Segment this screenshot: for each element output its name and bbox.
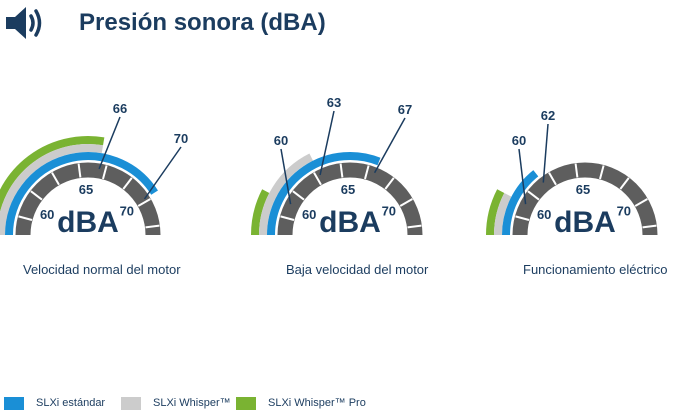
gauge-tick	[102, 165, 108, 180]
gauge-scale-label: 65	[341, 182, 355, 197]
gauge-tick	[599, 165, 605, 180]
gauge-callout-line	[280, 148, 292, 205]
legend-label-whisper: SLXi Whisper™	[153, 397, 231, 409]
gauge-scale-label: 70	[617, 203, 631, 218]
gauge-scale-label: 65	[79, 182, 93, 197]
gauge-track	[512, 162, 658, 236]
gauge-band-standard	[267, 151, 381, 236]
gauge-tick	[292, 190, 305, 201]
legend-item-whisper: SLXi Whisper™	[121, 396, 231, 410]
gauge-tick	[122, 177, 133, 190]
gauge-callout-line	[518, 148, 527, 205]
gauge-tick	[51, 172, 60, 186]
gauge-scale-label: 65	[576, 182, 590, 197]
gauge-scale-label: 60	[40, 207, 54, 222]
gauge-tick	[280, 215, 295, 221]
gauge-tick	[527, 190, 540, 201]
gauge-value-label: 67	[398, 102, 412, 117]
gauge-value-label: 60	[512, 133, 526, 148]
gauge-scale-label: 70	[382, 203, 396, 218]
gauge-callout-line	[542, 123, 549, 183]
gauge-tick	[313, 172, 322, 186]
legend-item-standard: SLXi estándar	[4, 396, 105, 410]
gauge-label-low: Baja velocidad del motor	[286, 262, 429, 277]
gauge-tick	[364, 165, 370, 180]
gauge-band-standard	[5, 152, 158, 236]
gauge-callout-line	[143, 146, 182, 200]
gauge-tick	[515, 215, 530, 221]
gauge-band-whisper	[493, 192, 512, 236]
gauge-callout-line	[373, 117, 406, 174]
gauge-scale-label: 60	[537, 207, 551, 222]
legend-swatch-whisper	[121, 396, 141, 410]
gauge-tick	[339, 163, 344, 178]
gauge-callout-line	[98, 116, 121, 170]
gauge-tick	[384, 177, 395, 190]
gauge-value-label: 63	[327, 95, 341, 110]
gauge-band-whisper-pro	[485, 189, 505, 236]
gauge-band-whisper	[259, 153, 314, 236]
gauge-band-standard	[502, 170, 539, 236]
gauge-value-label: 70	[174, 131, 188, 146]
legend-label-standard: SLXi estándar	[36, 397, 106, 409]
gauge-tick	[145, 224, 160, 229]
gauge-tick	[634, 198, 648, 207]
gauge-scale-label: 70	[120, 203, 134, 218]
gauge-band-whisper-pro	[0, 135, 105, 212]
gauge-value-label: 66	[113, 101, 127, 116]
legend-label-whisper-pro: SLXi Whisper™ Pro	[268, 397, 366, 409]
gauge-track	[277, 162, 423, 236]
gauge-label-normal: Velocidad normal del motor	[23, 262, 181, 277]
gauge-callout-line	[319, 110, 335, 176]
gauge-tick	[642, 224, 657, 229]
gauge-tick	[18, 215, 33, 221]
legend-swatch-standard	[4, 396, 24, 410]
legend-item-whisper-pro: SLXi Whisper™ Pro	[236, 396, 366, 410]
gauge-tick	[619, 177, 630, 190]
gauge-value-label: 60	[274, 133, 288, 148]
gauge-unit-label: dBA	[57, 206, 119, 239]
gauge-tick	[399, 198, 413, 207]
gauge-charts: 606570dBA7066606570dBA676360606570dBA626…	[0, 95, 658, 239]
speaker-icon	[6, 7, 42, 39]
gauge-unit-label: dBA	[319, 206, 381, 239]
gauge-tick	[30, 190, 43, 201]
gauge-tick	[548, 172, 557, 186]
gauge-unit-label: dBA	[554, 206, 616, 239]
gauge-tick	[137, 198, 151, 207]
gauge-tick	[407, 224, 422, 229]
gauge-scale-label: 60	[302, 207, 316, 222]
page-title: Presión sonora (dBA)	[79, 9, 326, 36]
gauge-track	[15, 162, 161, 236]
legend-swatch-whisper-pro	[236, 396, 256, 410]
gauge-value-label: 62	[541, 108, 555, 123]
gauge-tick	[574, 163, 579, 178]
gauge-label-electric: Funcionamiento eléctrico	[523, 262, 668, 277]
gauge-band-whisper-pro	[250, 189, 270, 236]
gauge-band-whisper	[0, 144, 104, 236]
gauge-tick	[77, 163, 82, 178]
